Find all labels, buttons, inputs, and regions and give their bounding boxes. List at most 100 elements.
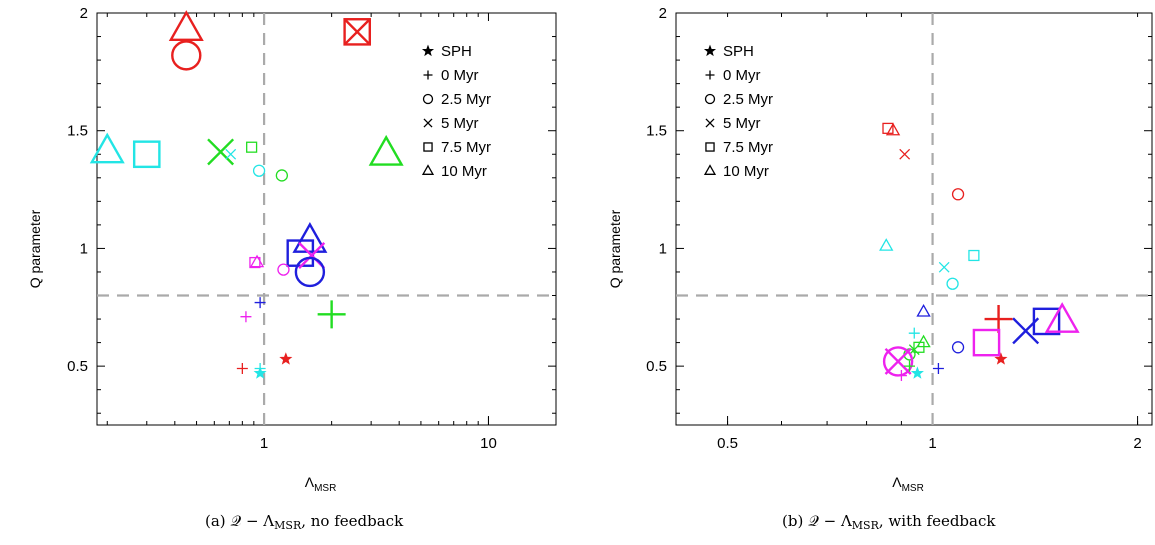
y-axis-label: Q parameter (607, 209, 623, 288)
data-point-cross-red (899, 148, 911, 160)
data-point-square-magenta (972, 328, 1001, 357)
data-point-plus-red (984, 305, 1013, 334)
y-axis: 0.5 1 1.5 2 (67, 5, 556, 414)
data-point-plus-red (236, 362, 248, 374)
data-point-circle-cyan (946, 277, 959, 290)
data-point-square-green (246, 141, 258, 153)
caption-b-suffix: , with feedback (878, 512, 996, 530)
data-points (879, 122, 1080, 382)
data-point-plus-blue (932, 362, 944, 374)
caption-b-prefix: (b) (782, 512, 809, 530)
x-axis: 1 10 (106, 13, 557, 452)
data-point-triangle-green (916, 334, 931, 348)
data-point-plus-blue (254, 297, 266, 309)
legend-symbol-star (703, 44, 717, 57)
legend-symbol-plus (423, 70, 433, 80)
x-tick-label: 1 (260, 435, 268, 452)
plot-frame (675, 12, 1153, 426)
caption-b-sub: MSR (851, 519, 879, 532)
data-point-triangle-red (168, 10, 204, 41)
data-point-circle-red (171, 40, 202, 71)
legend-label: 7.5 Myr (723, 139, 773, 156)
data-point-cross-green (207, 138, 235, 166)
y-tick-label: 1 (80, 240, 88, 257)
caption-b-math: 𝒬 − Λ (808, 512, 852, 530)
legend-label: 5 Myr (723, 115, 761, 132)
data-point-cross-cyan (938, 261, 950, 273)
data-point-triangle-cyan (89, 132, 125, 164)
y-tick-label: 2 (80, 5, 88, 22)
data-point-square-green (913, 341, 925, 353)
data-point-triangle-green (368, 134, 404, 166)
data-point-cross-cyan (225, 148, 237, 160)
chart-panel-a: 0.5 1 1.5 2 1 10 ΛMSR Q parameter SPH 0 Myr 2.5 My… (27, 5, 557, 494)
caption-a-suffix: , no feedback (301, 512, 404, 530)
legend-symbol-square (705, 142, 715, 152)
data-point-square-blue (1032, 307, 1061, 336)
data-point-circle-magenta (277, 263, 290, 276)
data-points (89, 10, 404, 379)
data-point-star-cyan (910, 366, 924, 379)
data-point-circle-blue (951, 341, 965, 354)
legend-symbol-plus (705, 70, 715, 80)
legend-label: SPH (723, 43, 754, 60)
data-point-plus-green (904, 360, 916, 372)
y-tick-label: 1.5 (67, 123, 88, 140)
data-point-circle-cyan (252, 164, 266, 177)
data-point-square-cyan (968, 249, 980, 262)
y-tick-label: 0.5 (646, 358, 667, 375)
legend-label: 2.5 Myr (441, 91, 491, 108)
caption-a-sub: MSR (274, 519, 302, 532)
data-point-cross-magenta (884, 347, 912, 375)
legend-label: 10 Myr (723, 163, 769, 180)
caption-b: (b) 𝒬 − ΛMSR, with feedback (782, 512, 995, 532)
legend-label: 5 Myr (441, 115, 479, 132)
legend-symbol-cross (423, 118, 433, 128)
legend-symbol-star (421, 44, 435, 57)
data-point-triangle-magenta (1044, 302, 1080, 333)
chart-panel-b: 0.5 1 1.5 2 0.5 1 2 ΛMSR Q parameter SPH 0 Myr 2.5 … (607, 5, 1153, 494)
y-tick-label: 2 (659, 5, 667, 22)
legend-symbol-square (423, 142, 433, 152)
x-tick-label: 0.5 (717, 435, 738, 452)
x-tick-label: 1 (928, 435, 936, 452)
data-point-circle-red (951, 188, 965, 201)
legend-label: 2.5 Myr (723, 91, 773, 108)
data-point-plus-green (317, 300, 346, 329)
x-tick-label: 2 (1133, 435, 1141, 452)
data-point-plus-magenta (895, 370, 907, 382)
legend: SPH 0 Myr 2.5 Myr 5 Myr 7.5 Myr 10 Myr (703, 43, 773, 180)
data-point-circle-green (275, 169, 289, 182)
x-tick-label: 10 (480, 435, 497, 452)
data-point-triangle-red (885, 122, 901, 136)
legend-symbol-cross (705, 118, 715, 128)
legend-label: SPH (441, 43, 472, 60)
x-axis-label: ΛMSR (892, 474, 924, 494)
data-point-square-cyan (132, 140, 161, 169)
legend-label: 0 Myr (723, 67, 761, 84)
legend-symbol-circle (422, 93, 434, 105)
data-point-star-red (994, 352, 1008, 365)
data-point-star-cyan (253, 366, 267, 379)
y-axis: 0.5 1 1.5 2 (646, 5, 1152, 414)
data-point-star-red (279, 352, 293, 365)
x-axis-label: ΛMSR (305, 474, 337, 494)
y-tick-label: 0.5 (67, 358, 88, 375)
y-tick-label: 1 (659, 240, 667, 257)
y-tick-label: 1.5 (646, 123, 667, 140)
x-axis: 0.5 1 2 (717, 13, 1142, 452)
legend: SPH 0 Myr 2.5 Myr 5 Myr 7.5 Myr 10 Myr (421, 43, 491, 180)
legend-label: 7.5 Myr (441, 139, 491, 156)
caption-a-prefix: (a) (205, 512, 231, 530)
legend-label: 10 Myr (441, 163, 487, 180)
legend-label: 0 Myr (441, 67, 479, 84)
data-point-cross-red (343, 18, 371, 46)
data-point-plus-magenta (240, 311, 252, 323)
data-point-plus-cyan (908, 327, 920, 339)
data-point-triangle-blue (916, 304, 931, 317)
data-point-triangle-blue (292, 222, 328, 253)
legend-symbol-circle (704, 93, 716, 105)
y-axis-label: Q parameter (27, 209, 43, 288)
legend-symbol-triangle (703, 164, 717, 175)
